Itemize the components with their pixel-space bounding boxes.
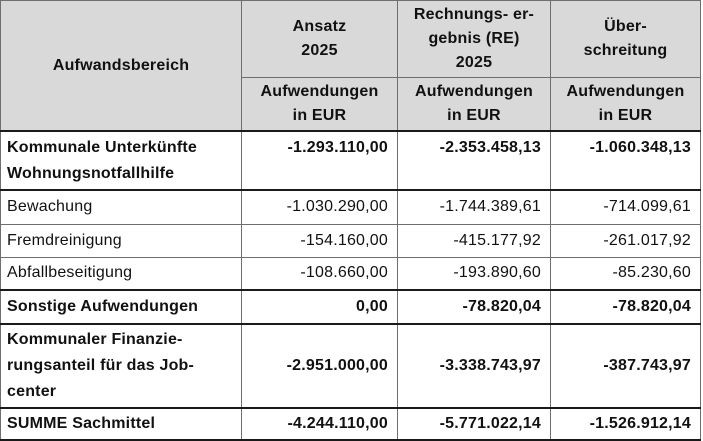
ueberschreitung-value: -1.526.912,14 (550, 407, 701, 441)
header-row-subtitles: Aufwendungen in EUR Aufwendungen in EUR … (1, 77, 701, 132)
re-value: -78.820,04 (397, 289, 551, 325)
ueberschreitung-value: -261.017,92 (550, 223, 701, 258)
table-row-fremdreinigung: Fremdreinigung -154.160,00 -415.177,92 -… (0, 223, 701, 258)
row-label: Fremdreinigung (0, 223, 242, 258)
ansatz-value: -154.160,00 (241, 223, 398, 258)
table-row-sonstige-aufwendungen: Sonstige Aufwendungen 0,00 -78.820,04 -7… (0, 289, 701, 325)
re-value: -2.353.458,13 (397, 130, 551, 191)
re-value: -1.744.389,61 (397, 189, 551, 225)
ansatz-value: -1.030.290,00 (241, 189, 398, 225)
re-value: -193.890,60 (397, 256, 551, 291)
col-header-ansatz-2025: Ansatz 2025 (241, 0, 398, 78)
table-body: Kommunale Unterkünfte Wohnungsnotfallhil… (0, 130, 701, 441)
col-header-ueberschreitung: Über- schreitung (550, 0, 701, 78)
col-header-rechnungsergebnis-2025: Rechnungs- er- gebnis (RE) 2025 (397, 0, 551, 78)
ansatz-value: 0,00 (241, 289, 398, 325)
re-value: -415.177,92 (397, 223, 551, 258)
table-row-kommunale-unterkuenfte: Kommunale Unterkünfte Wohnungsnotfallhil… (0, 130, 701, 191)
subheader-re-aufwendungen-eur: Aufwendungen in EUR (397, 77, 551, 132)
table-row-summe-sachmittel: SUMME Sachmittel -4.244.110,00 -5.771.02… (0, 407, 701, 441)
ueberschreitung-value: -1.060.348,13 (550, 130, 701, 191)
row-label: Kommunaler Finanzie- rungsanteil für das… (0, 323, 242, 409)
row-label: Abfallbeseitigung (0, 256, 242, 291)
ansatz-value: -2.951.000,00 (241, 323, 398, 409)
row-label: SUMME Sachmittel (0, 407, 242, 441)
row-label: Sonstige Aufwendungen (0, 289, 242, 325)
ansatz-value: -4.244.110,00 (241, 407, 398, 441)
table-row-kommunaler-finanzierungsanteil-jobcenter: Kommunaler Finanzie- rungsanteil für das… (0, 323, 701, 409)
col-header-aufwandsbereich: Aufwandsbereich (0, 0, 242, 132)
ueberschreitung-value: -85.230,60 (550, 256, 701, 291)
table-header: Aufwandsbereich Ansatz 2025 Rechnungs- e… (0, 0, 701, 132)
ansatz-value: -1.293.110,00 (241, 130, 398, 191)
row-label: Bewachung (0, 189, 242, 225)
row-label: Kommunale Unterkünfte Wohnungsnotfallhil… (0, 130, 242, 191)
table-row-abfallbeseitigung: Abfallbeseitigung -108.660,00 -193.890,6… (0, 256, 701, 291)
ansatz-value: -108.660,00 (241, 256, 398, 291)
table-row-bewachung: Bewachung -1.030.290,00 -1.744.389,61 -7… (0, 189, 701, 225)
subheader-ansatz-aufwendungen-eur: Aufwendungen in EUR (241, 77, 398, 132)
ueberschreitung-value: -387.743,97 (550, 323, 701, 409)
ueberschreitung-value: -78.820,04 (550, 289, 701, 325)
ueberschreitung-value: -714.099,61 (550, 189, 701, 225)
re-value: -5.771.022,14 (397, 407, 551, 441)
header-row-titles: Aufwandsbereich Ansatz 2025 Rechnungs- e… (0, 0, 701, 132)
subheader-ueberschreitung-aufwendungen-eur: Aufwendungen in EUR (550, 77, 701, 132)
re-value: -3.338.743,97 (397, 323, 551, 409)
